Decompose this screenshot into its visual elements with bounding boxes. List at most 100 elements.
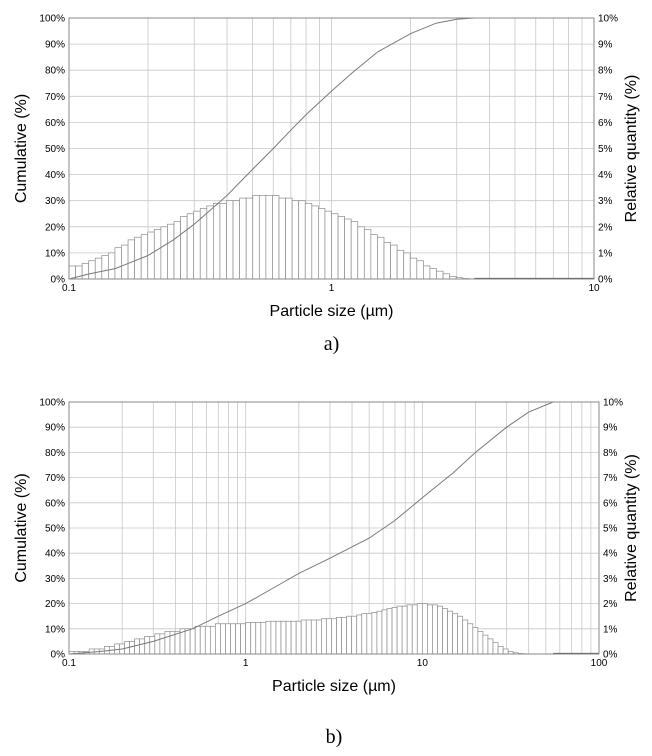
histogram-bar xyxy=(94,257,103,280)
y-axis-right-title: Relative quantity (%) xyxy=(623,454,640,602)
histogram-bar xyxy=(290,620,297,655)
y-right-tick-label: 1% xyxy=(603,624,618,635)
y-left-tick-label: 100% xyxy=(39,398,65,409)
histogram-bar xyxy=(235,623,241,655)
histogram-bar xyxy=(423,265,431,280)
y-left-tick-label: 80% xyxy=(45,66,65,77)
histogram-bar xyxy=(206,205,214,280)
histogram-bar xyxy=(295,620,302,655)
plot-frame xyxy=(68,401,600,655)
histogram-bar xyxy=(186,213,195,280)
histogram-bar xyxy=(291,200,300,280)
y-right-tick-label: 7% xyxy=(598,92,613,103)
y-left-tick-label: 100% xyxy=(39,14,65,25)
histogram-bar xyxy=(452,613,459,655)
histogram-bar xyxy=(376,610,383,655)
y-left-tick-label: 30% xyxy=(45,574,65,585)
histogram-bar xyxy=(220,623,226,655)
histogram-bar xyxy=(278,197,286,280)
histogram-bar xyxy=(421,603,428,655)
histogram-bar xyxy=(272,195,280,280)
histogram-bar xyxy=(252,195,260,280)
histogram-bar xyxy=(225,623,231,655)
histogram-bar xyxy=(88,648,95,655)
histogram-bar xyxy=(108,252,116,280)
y-left-tick-label: 30% xyxy=(45,196,65,207)
histogram-bar xyxy=(68,265,76,280)
histogram-bar xyxy=(250,622,257,655)
x-axis-title: Particle size (µm) xyxy=(270,303,394,320)
histogram-bar xyxy=(472,627,479,655)
histogram-bar xyxy=(321,618,327,655)
histogram-bar xyxy=(240,623,247,655)
histogram-bar xyxy=(239,197,247,280)
histogram-bar xyxy=(232,200,240,280)
histogram-bar xyxy=(331,618,337,655)
histogram-bar xyxy=(346,615,353,655)
histogram-bar xyxy=(81,262,90,280)
x-tick-label: 1 xyxy=(243,658,249,669)
y-right-tick-label: 6% xyxy=(598,118,613,129)
histogram-bar xyxy=(497,646,504,655)
histogram-bar xyxy=(280,620,287,655)
histogram-bar xyxy=(304,202,313,280)
histogram-bar xyxy=(311,205,319,280)
histogram-bar xyxy=(245,197,254,280)
histogram-bar xyxy=(270,620,277,655)
histogram-bar xyxy=(403,252,411,280)
histogram-bar xyxy=(265,620,272,655)
histogram-bar xyxy=(396,249,405,280)
histogram-bar xyxy=(121,244,129,280)
histogram-bar xyxy=(88,260,96,280)
y-left-tick-label: 20% xyxy=(45,222,65,233)
histogram-bar xyxy=(467,623,474,655)
y-left-tick-label: 60% xyxy=(45,498,65,509)
y-right-tick-label: 0% xyxy=(603,650,618,661)
histogram-bar xyxy=(341,617,347,655)
histogram-bar xyxy=(226,200,234,280)
histogram-bar xyxy=(356,614,363,655)
histogram-bar xyxy=(502,648,509,655)
y-right-tick-label: 6% xyxy=(603,498,618,509)
histogram-bar xyxy=(318,208,326,280)
histogram-bar xyxy=(386,608,393,655)
histogram-bar xyxy=(260,622,267,655)
histogram-bar xyxy=(174,630,181,655)
histogram-bar xyxy=(285,197,293,280)
cumulative-curve xyxy=(68,17,594,280)
histogram-bar xyxy=(219,202,227,280)
y-left-tick-label: 20% xyxy=(45,599,65,610)
y-right-tick-label: 8% xyxy=(598,66,613,77)
y-right-tick-label: 4% xyxy=(603,549,618,560)
y-right-tick-label: 5% xyxy=(603,524,618,535)
histogram-bar xyxy=(127,239,135,280)
histogram-bar xyxy=(310,619,317,655)
histogram-bars xyxy=(68,195,470,280)
histogram-bar xyxy=(432,604,438,655)
y-left-tick-label: 90% xyxy=(45,423,65,434)
histogram-bar xyxy=(305,619,312,655)
histogram-bar xyxy=(457,615,464,655)
y-right-tick-labels: 0% 1% 2% 3% 4% 5% 6% 7% 8% 9% 10% xyxy=(603,398,623,661)
y-right-tick-label: 10% xyxy=(598,14,618,25)
y-right-tick-label: 4% xyxy=(598,170,613,181)
histogram-bar xyxy=(153,229,162,280)
x-tick-label: 0.1 xyxy=(62,658,76,669)
y-left-tick-label: 50% xyxy=(45,524,65,535)
histogram-bar xyxy=(442,608,448,655)
histogram-bar xyxy=(377,236,385,280)
histogram-bar xyxy=(167,223,175,280)
histogram-bar xyxy=(383,242,391,280)
x-tick-label: 0.1 xyxy=(62,283,76,294)
histogram-bar xyxy=(409,257,418,280)
histogram-bar xyxy=(204,625,211,655)
y-right-tick-label: 5% xyxy=(598,144,613,155)
y-right-tick-label: 2% xyxy=(603,599,618,610)
histogram-bar xyxy=(194,625,201,655)
histogram-bar xyxy=(149,636,156,655)
histogram-bar xyxy=(199,208,208,280)
histogram-bar xyxy=(160,226,168,280)
histogram-bar xyxy=(255,622,262,655)
chart-a: 0% 10% 20% 30% 40% 50% 60% 70% 80% 90% 100% 0% 1% 2%… xyxy=(13,14,640,356)
